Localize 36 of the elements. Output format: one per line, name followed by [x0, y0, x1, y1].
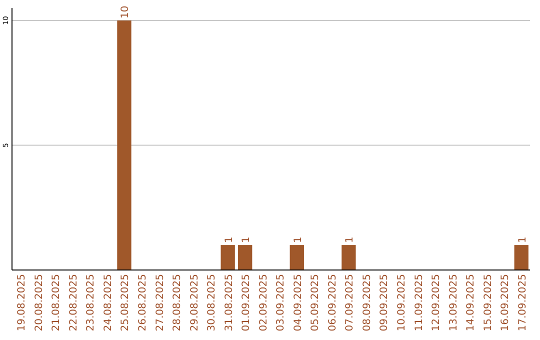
x-tick-label: 26.08.2025 [138, 274, 148, 332]
data-label: 1 [344, 236, 356, 244]
x-tick-label: 06.09.2025 [327, 274, 338, 332]
x-tick-label: 16.09.2025 [500, 274, 512, 332]
x-tick-label: 04.09.2025 [292, 274, 304, 332]
x-tick-label: 27.08.2025 [154, 274, 166, 332]
x-tick-label: 02.09.2025 [258, 274, 270, 332]
x-tick-label: 20.08.2025 [34, 274, 45, 332]
x-tick-label: 15.09.2025 [482, 274, 494, 332]
data-label: 1 [241, 236, 252, 244]
x-tick-label: 03.09.2025 [276, 274, 287, 332]
x-tick-label: 12.09.2025 [431, 274, 442, 332]
x-tick-label: 08.09.2025 [362, 274, 373, 332]
x-tick-label: 17.09.2025 [517, 274, 528, 332]
x-tick-label: 11.09.2025 [414, 274, 425, 332]
x-tick-label: 24.08.2025 [102, 274, 114, 332]
x-tick-label: 10.09.2025 [396, 274, 408, 332]
x-tick-label: 31.08.2025 [224, 274, 235, 332]
x-tick-label: 09.09.2025 [379, 274, 390, 332]
x-tick-label: 25.08.2025 [120, 274, 132, 332]
x-tick-label: 19.08.2025 [16, 274, 28, 332]
data-label: 1 [292, 236, 304, 244]
x-tick-label: 13.09.2025 [448, 274, 460, 332]
x-tick-label: 07.09.2025 [344, 274, 356, 332]
x-tick-label: 23.08.2025 [86, 274, 97, 332]
x-tick-label: 21.08.2025 [51, 274, 62, 332]
data-label: 10 [120, 6, 132, 18]
x-tick-label: 05.09.2025 [310, 274, 322, 332]
x-tick-label: 29.08.2025 [189, 274, 200, 332]
x-tick-label: 28.08.2025 [172, 274, 184, 332]
x-tick-label: 22.08.2025 [68, 274, 80, 332]
data-label: 1 [224, 236, 235, 244]
x-tick-label: 30.08.2025 [206, 274, 218, 332]
x-tick-label: 14.09.2025 [466, 274, 477, 332]
data-label: 1 [517, 236, 528, 244]
x-tick-label: 01.09.2025 [241, 274, 252, 332]
